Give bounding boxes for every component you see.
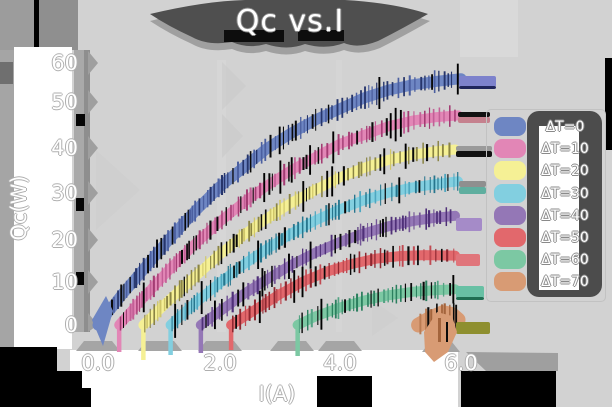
legend-label: ΔT=0: [545, 119, 585, 135]
y-tick-60: 60: [51, 51, 78, 75]
series-decor: [92, 296, 457, 362]
x-tick-6: 6.0: [444, 351, 478, 375]
x-tick-2: 2.0: [203, 351, 237, 375]
legend-label: ΔT=60: [541, 252, 589, 269]
y-tick-40: 40: [51, 136, 78, 160]
y-tick-30: 30: [51, 181, 78, 205]
legend-swatch: [494, 183, 526, 203]
chart-title: Qc vs.I: [235, 4, 345, 39]
y-axis-label: Qc(W): [7, 175, 31, 241]
x-tick-4: 4.0: [323, 351, 357, 375]
legend-label: ΔT=10: [541, 141, 589, 158]
legend-swatch: [494, 250, 526, 270]
y-tick-20: 20: [51, 228, 78, 252]
legend-row: ΔT=70: [487, 272, 605, 293]
legend-white-strip: [539, 126, 579, 290]
legend-row: ΔT=30: [487, 183, 605, 205]
legend-row: ΔT=50: [487, 228, 605, 249]
series-layer: [92, 63, 496, 360]
legend-swatch: [494, 205, 526, 225]
legend-row: ΔT=60: [487, 250, 605, 271]
legend-swatch: [494, 161, 526, 181]
legend-swatch: [494, 272, 526, 292]
legend-label: ΔT=70: [541, 274, 589, 291]
foreground-decor: [0, 58, 612, 407]
y-tick-10: 10: [51, 270, 78, 294]
legend: ΔT=0 ΔT=10 ΔT=20 ΔT=30 ΔT=40 ΔT=50 ΔT=60 ΔT=70: [486, 109, 606, 302]
legend-row: ΔT=10: [487, 139, 605, 160]
legend-label: ΔT=20: [541, 163, 589, 180]
legend-swatch: [494, 228, 526, 247]
legend-label: ΔT=50: [541, 230, 589, 246]
legend-label: ΔT=30: [541, 185, 589, 202]
legend-row: ΔT=20: [487, 161, 605, 182]
y-tick-0: 0: [64, 313, 78, 337]
legend-row: ΔT=0: [487, 117, 605, 138]
legend-swatch: [494, 117, 526, 136]
y-tick-50: 50: [51, 90, 78, 114]
legend-label: ΔT=40: [541, 207, 589, 224]
x-tick-0: 0.0: [81, 351, 115, 375]
x-axis-label: I(A): [258, 382, 296, 406]
legend-row: ΔT=40: [487, 205, 605, 227]
legend-swatch: [494, 139, 526, 159]
